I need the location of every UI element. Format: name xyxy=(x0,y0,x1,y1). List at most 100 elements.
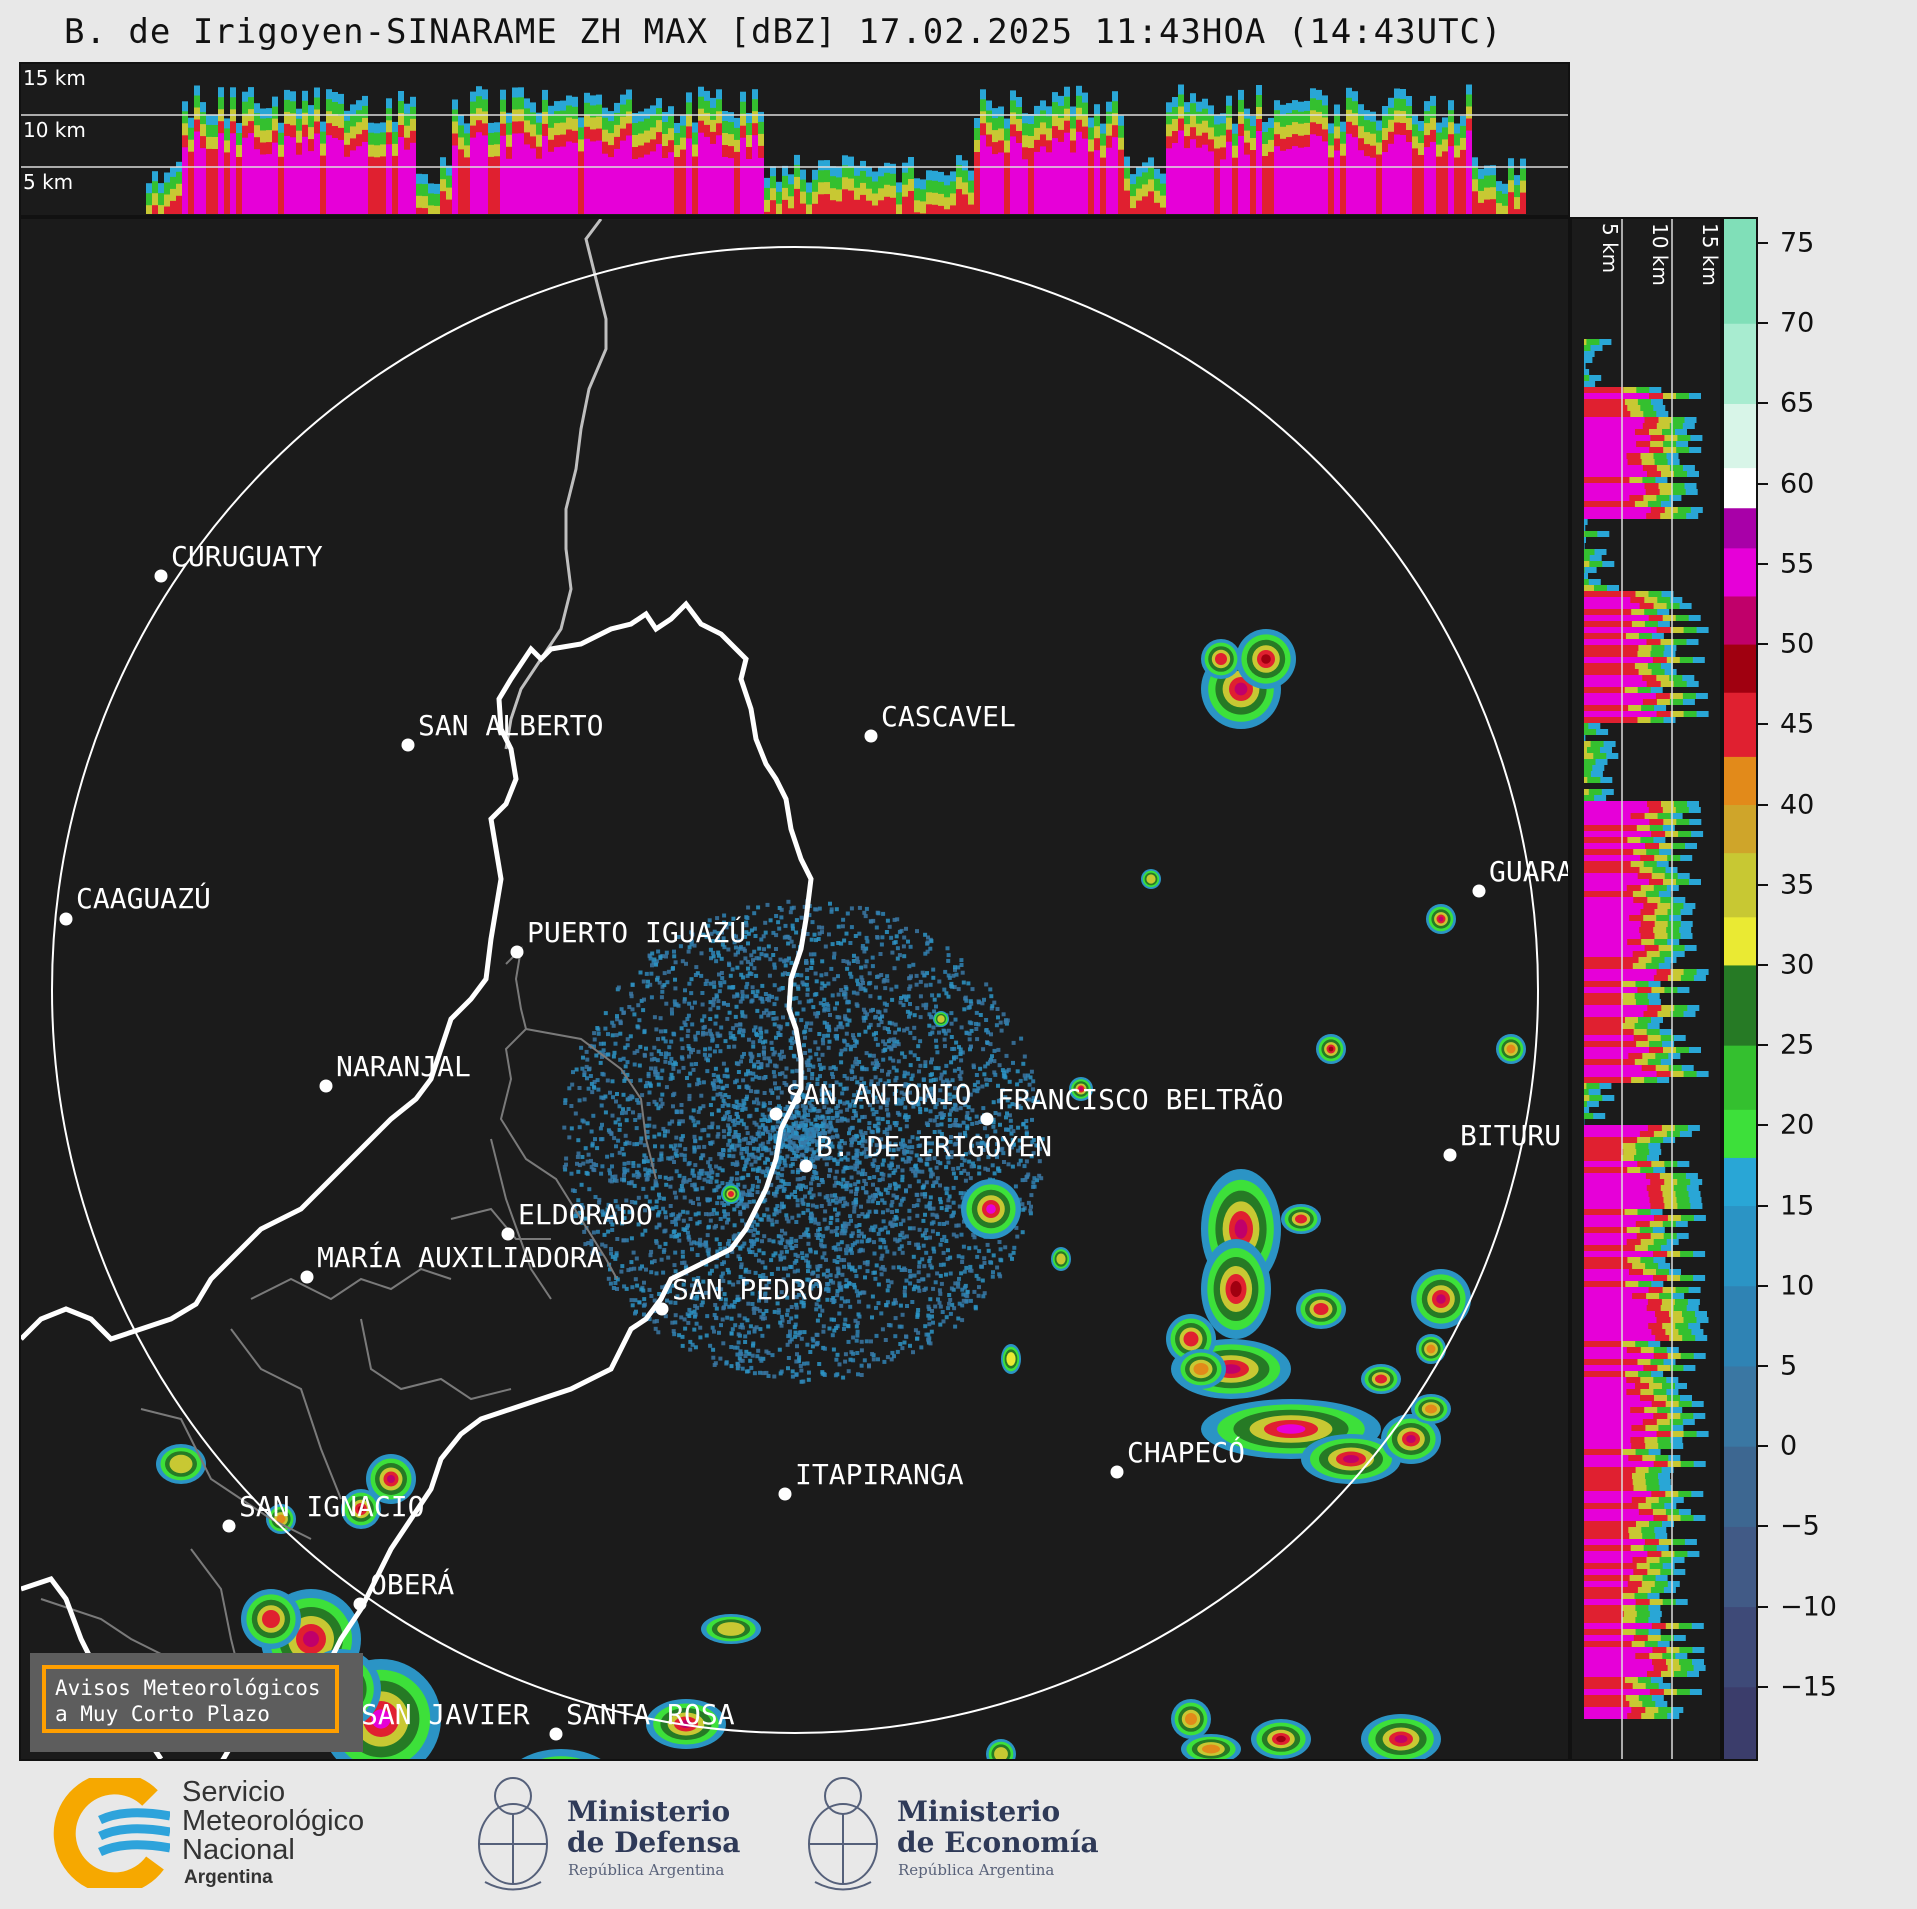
warning-box[interactable]: Avisos Meteorológicos a Muy Corto Plazo xyxy=(30,1653,363,1752)
colorbar-tick-mark xyxy=(1758,643,1768,646)
city-marker-chapec- xyxy=(1110,1465,1124,1479)
economia-line-1: Ministerio xyxy=(897,1795,1061,1828)
colorbar-segment xyxy=(1724,1526,1756,1608)
warning-line-1: Avisos Meteorológicos xyxy=(55,1676,321,1700)
colorbar-segment xyxy=(1724,595,1756,645)
boundary-line xyxy=(360,1318,512,1401)
city-label-bituru: BITURU xyxy=(1460,1119,1562,1152)
colorbar-tick-mark xyxy=(1758,723,1768,726)
city-label-ober-: OBERÁ xyxy=(370,1568,455,1601)
colorbar-tick-label: 35 xyxy=(1780,869,1815,901)
city-label-puerto-iguaz-: PUERTO IGUAZÚ xyxy=(527,916,747,949)
economia-line-3: República Argentina xyxy=(898,1861,1055,1879)
city-marker-san-pedro xyxy=(655,1302,669,1316)
city-marker-san-ignacio xyxy=(222,1519,236,1533)
smn-line-2: Meteorológico xyxy=(182,1805,365,1837)
city-label-guara: GUARA xyxy=(1489,855,1570,888)
city-marker-curuguaty xyxy=(154,569,168,583)
colorbar-tick-label: 40 xyxy=(1780,789,1815,821)
city-label-chapec-: CHAPECÓ xyxy=(1127,1436,1246,1469)
colorbar-tick-label: 45 xyxy=(1780,708,1815,740)
city-label-b-de-irigoyen: B. DE IRIGOYEN xyxy=(816,1130,1053,1163)
colorbar-segment xyxy=(1724,1446,1756,1527)
city-marker-san-alberto xyxy=(401,738,415,752)
top-cross-section-svg xyxy=(21,84,1568,214)
colorbar-tick-mark xyxy=(1758,1605,1768,1608)
boundary-line xyxy=(525,1028,657,1180)
colorbar-tick-label: 15 xyxy=(1780,1190,1815,1222)
storm-cells-layer xyxy=(156,629,1526,1759)
economia-line-2: de Economía xyxy=(897,1826,1099,1859)
boundary-line xyxy=(40,1598,172,1660)
economia-seal-icon xyxy=(800,1762,886,1897)
colorbar-tick-label: 20 xyxy=(1780,1109,1815,1141)
city-marker-ober- xyxy=(353,1597,367,1611)
colorbar-tick-mark xyxy=(1758,1685,1768,1688)
warning-line-2: a Muy Corto Plazo xyxy=(55,1702,270,1726)
colorbar-tick-mark xyxy=(1758,1445,1768,1448)
city-marker-mar-a-auxiliadora xyxy=(300,1270,314,1284)
city-label-santa-rosa: SANTA ROSA xyxy=(566,1698,735,1731)
colorbar-tick-mark xyxy=(1758,1284,1768,1287)
colorbar-segment xyxy=(1724,219,1756,324)
international-border-paraguay-brazil xyxy=(504,219,608,750)
side-echo-layer xyxy=(1584,339,1709,1719)
radar-map-svg xyxy=(21,219,1539,1759)
smn-logo-icon xyxy=(53,1772,171,1895)
boundary-line xyxy=(450,1207,551,1240)
city-marker-naranjal xyxy=(319,1079,333,1093)
colorbar-tick-mark xyxy=(1758,482,1768,485)
city-marker-b-de-irigoyen xyxy=(799,1159,813,1173)
ground-clutter-layer xyxy=(562,899,1045,1384)
city-marker-itapiranga xyxy=(778,1487,792,1501)
warning-box-frame[interactable]: Avisos Meteorológicos a Muy Corto Plazo xyxy=(42,1665,339,1733)
colorbar-segment xyxy=(1724,852,1756,918)
smn-logo xyxy=(50,1772,171,1895)
colorbar-segment xyxy=(1724,1285,1756,1367)
side-height-label-15km: 15 km xyxy=(1698,223,1722,286)
boundary-line xyxy=(230,1328,342,1500)
city-marker-san-antonio xyxy=(769,1107,783,1121)
colorbar-tick-label: −5 xyxy=(1780,1510,1820,1542)
city-label-san-pedro: SAN PEDRO xyxy=(672,1273,824,1306)
boundary-line xyxy=(490,1138,552,1300)
colorbar-segment xyxy=(1724,467,1756,509)
city-marker-caaguaz- xyxy=(59,912,73,926)
city-marker-eldorado xyxy=(501,1227,515,1241)
colorbar-tick-label: 60 xyxy=(1780,468,1815,500)
colorbar-tick-label: 25 xyxy=(1780,1029,1815,1061)
colorbar-segment xyxy=(1724,916,1756,966)
colorbar-segment xyxy=(1724,756,1756,806)
city-label-curuguaty: CURUGUATY xyxy=(171,540,323,573)
colorbar-segment xyxy=(1724,1686,1756,1759)
side-cross-section-panel: 5 km 10 km 15 km xyxy=(1570,217,1722,1761)
colorbar-segment xyxy=(1724,323,1756,404)
top-cross-section-panel: 15 km 10 km 5 km xyxy=(19,62,1570,217)
colorbar-tick-label: 75 xyxy=(1780,227,1815,259)
colorbar-ticks: 75 70 65 60 55 50 45 40 35 30 25 20 15 10 5 0 −5 −10 −15 xyxy=(1758,217,1878,1761)
colorbar-segment xyxy=(1724,1045,1756,1110)
city-label-mar-a-auxiliadora: MARÍA AUXILIADORA xyxy=(317,1241,604,1274)
colorbar-tick-mark xyxy=(1758,322,1768,325)
radar-range-ring xyxy=(51,246,1539,1734)
colorbar-tick-mark xyxy=(1758,562,1768,565)
city-label-eldorado: ELDORADO xyxy=(518,1198,653,1231)
city-marker-puerto-iguaz- xyxy=(510,945,524,959)
smn-line-3: Nacional xyxy=(182,1834,295,1866)
radar-map: CURUGUATY SAN ALBERTO CASCAVEL CAAGUAZÚ GUAR… xyxy=(19,217,1570,1761)
colorbar-segment xyxy=(1724,692,1756,757)
colorbar-tick-label: 30 xyxy=(1780,949,1815,981)
city-marker-bituru xyxy=(1443,1148,1457,1162)
defensa-line-2: de Defensa xyxy=(567,1826,741,1859)
page-title: B. de Irigoyen-SINARAME ZH MAX [dBZ] 17.… xyxy=(64,12,1503,52)
boundary-line xyxy=(250,1267,452,1301)
city-label-san-javier: SAN JAVIER xyxy=(361,1698,530,1731)
argentina-border xyxy=(21,600,814,1661)
colorbar-tick-mark xyxy=(1758,963,1768,966)
city-marker-francisco-beltr-o xyxy=(980,1112,994,1126)
defensa-line-3: República Argentina xyxy=(568,1861,725,1879)
colorbar-segment xyxy=(1724,1365,1756,1447)
colorbar-tick-mark xyxy=(1758,1525,1768,1528)
colorbar-segment xyxy=(1724,644,1756,693)
city-label-san-alberto: SAN ALBERTO xyxy=(418,709,604,742)
